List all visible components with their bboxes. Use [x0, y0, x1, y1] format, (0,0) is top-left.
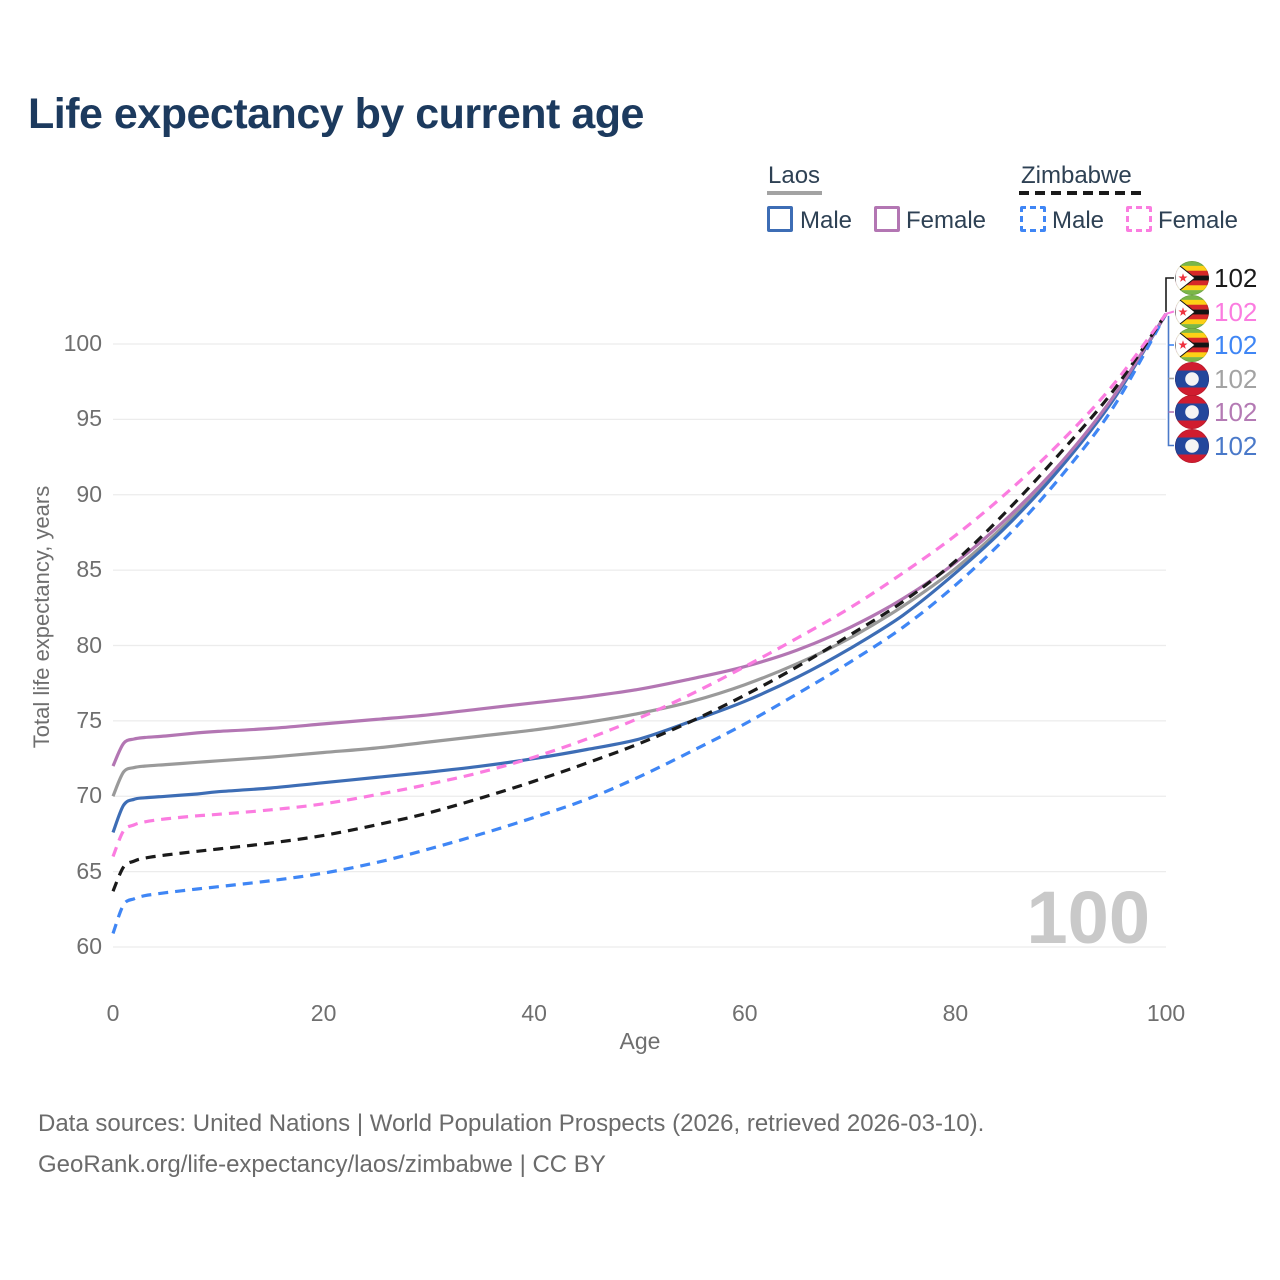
- legend-country-zimbabwe: Zimbabwe: [1021, 162, 1132, 189]
- legend-label-laos-male[interactable]: Male: [800, 207, 853, 234]
- end-label-row: 102: [1175, 395, 1257, 429]
- y-tick-label: 80: [76, 631, 102, 658]
- y-tick-label: 70: [76, 782, 102, 809]
- x-tick-label: 40: [521, 1000, 547, 1026]
- x-tick-label: 0: [106, 1000, 120, 1026]
- flag-icon-laos: [1175, 361, 1209, 396]
- end-value-label: 102: [1214, 330, 1258, 360]
- end-label-row: 102: [1175, 294, 1258, 329]
- end-value-label: 102: [1214, 296, 1258, 327]
- series-line-zimbabwe-total: [111, 312, 1168, 892]
- footer-source-line: Data sources: United Nations | World Pop…: [38, 1110, 985, 1137]
- x-tick-label: 20: [310, 1000, 337, 1026]
- legend-underline-laos: [767, 191, 822, 195]
- y-tick-label: 75: [76, 706, 102, 733]
- end-value-label: 102: [1214, 263, 1258, 293]
- end-value-label: 102: [1214, 430, 1258, 461]
- flag-icon-laos: [1175, 395, 1209, 429]
- end-value-label: 102: [1214, 397, 1258, 427]
- legend-country-laos: Laos: [768, 162, 821, 189]
- series-line-laos-female: [111, 313, 1168, 767]
- flag-icon-zimbabwe: [1175, 294, 1209, 329]
- footer: Data sources: United Nations | World Pop…: [38, 1103, 984, 1185]
- end-label-row: 102: [1175, 328, 1257, 362]
- flag-icon-laos: [1175, 428, 1209, 463]
- leader-line: [1167, 315, 1174, 447]
- y-tick-label: 65: [76, 857, 102, 884]
- flag-icon-zimbabwe: [1175, 328, 1209, 362]
- legend-label-zimbabwe-male[interactable]: Male: [1052, 207, 1105, 234]
- series-line-laos-total: [111, 313, 1168, 797]
- legend-label-zimbabwe-female[interactable]: Female: [1158, 207, 1239, 234]
- end-label-row: 102: [1175, 261, 1257, 295]
- end-value-label: 102: [1214, 363, 1258, 394]
- end-label-row: 102: [1175, 428, 1258, 463]
- x-tick-label: 100: [1146, 1000, 1186, 1026]
- legend-checkbox-laos-male[interactable]: [767, 206, 793, 232]
- y-tick-label: 90: [76, 480, 102, 507]
- flag-icon-zimbabwe: [1175, 261, 1209, 295]
- legend-label-laos-female[interactable]: Female: [906, 207, 987, 234]
- x-tick-label: 60: [732, 1000, 758, 1026]
- end-label-row: 102: [1175, 361, 1258, 396]
- y-tick-label: 60: [76, 933, 102, 959]
- legend-underline-zimbabwe: [1019, 191, 1141, 195]
- legend-checkbox-laos-female[interactable]: [874, 206, 900, 232]
- y-tick-label: 100: [63, 330, 102, 356]
- series-line-zimbabwe-female: [111, 312, 1168, 858]
- series-line-zimbabwe-male: [111, 313, 1168, 935]
- y-tick-label: 95: [76, 405, 102, 432]
- leader-line: [1165, 277, 1174, 312]
- series-line-laos-male: [111, 313, 1168, 834]
- footer-url-line: GeoRank.org/life-expectancy/laos/zimbabw…: [38, 1151, 606, 1178]
- x-axis-title: Age: [619, 1028, 661, 1054]
- age-counter-watermark: 100: [1026, 876, 1150, 959]
- y-tick-label: 85: [76, 556, 102, 583]
- legend-checkbox-zimbabwe-female[interactable]: [1126, 206, 1152, 232]
- legend-checkbox-zimbabwe-male[interactable]: [1020, 206, 1046, 232]
- page-title: Life expectancy by current age: [28, 90, 644, 138]
- x-tick-label: 80: [942, 1000, 969, 1026]
- leader-line: [1165, 310, 1175, 315]
